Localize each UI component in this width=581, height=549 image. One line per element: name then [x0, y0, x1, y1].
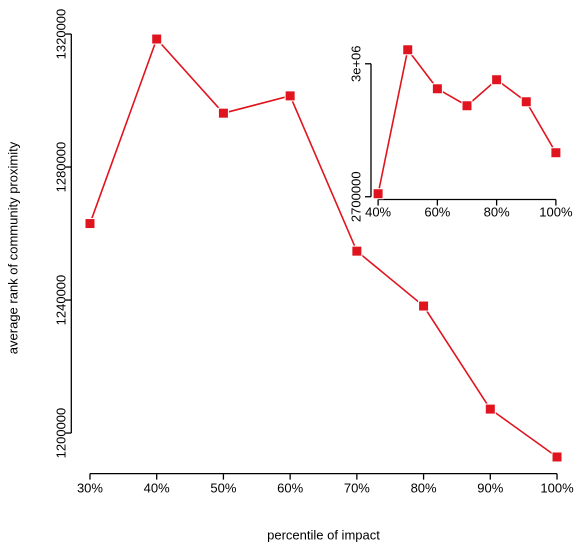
marker	[84, 218, 96, 230]
marker	[491, 74, 503, 86]
y-tick-label: 3e+06	[348, 46, 363, 83]
marker	[484, 403, 496, 415]
marker	[402, 44, 414, 56]
marker	[431, 83, 443, 95]
x-tick-label: 100%	[539, 204, 573, 219]
x-tick-label: 90%	[477, 480, 503, 495]
y-tick-label: 1240000	[53, 275, 68, 326]
x-axis-title: percentile of impact	[267, 527, 380, 542]
y-axis-title: average rank of community proximity	[5, 141, 20, 354]
x-tick-label: 60%	[424, 204, 450, 219]
y-tick-label: 1200000	[53, 408, 68, 459]
marker	[550, 147, 562, 159]
marker	[461, 100, 473, 112]
marker	[217, 107, 229, 119]
x-tick-label: 80%	[411, 480, 437, 495]
marker	[520, 96, 532, 108]
x-tick-label: 100%	[540, 480, 574, 495]
x-tick-label: 30%	[77, 480, 103, 495]
line	[89, 37, 558, 458]
x-tick-label: 80%	[484, 204, 510, 219]
marker	[151, 33, 163, 45]
x-tick-label: 60%	[277, 480, 303, 495]
y-tick-label: 2700000	[348, 171, 363, 222]
y-tick-label: 1280000	[53, 142, 68, 193]
y-tick-label: 1320000	[53, 9, 68, 60]
marker	[372, 188, 384, 200]
x-tick-label: 50%	[210, 480, 236, 495]
x-tick-label: 70%	[344, 480, 370, 495]
x-tick-label: 40%	[144, 480, 170, 495]
marker	[284, 90, 296, 102]
x-tick-label: 40%	[365, 204, 391, 219]
marker	[351, 245, 363, 257]
marker	[551, 451, 563, 463]
line	[377, 47, 557, 194]
marker	[418, 300, 430, 312]
